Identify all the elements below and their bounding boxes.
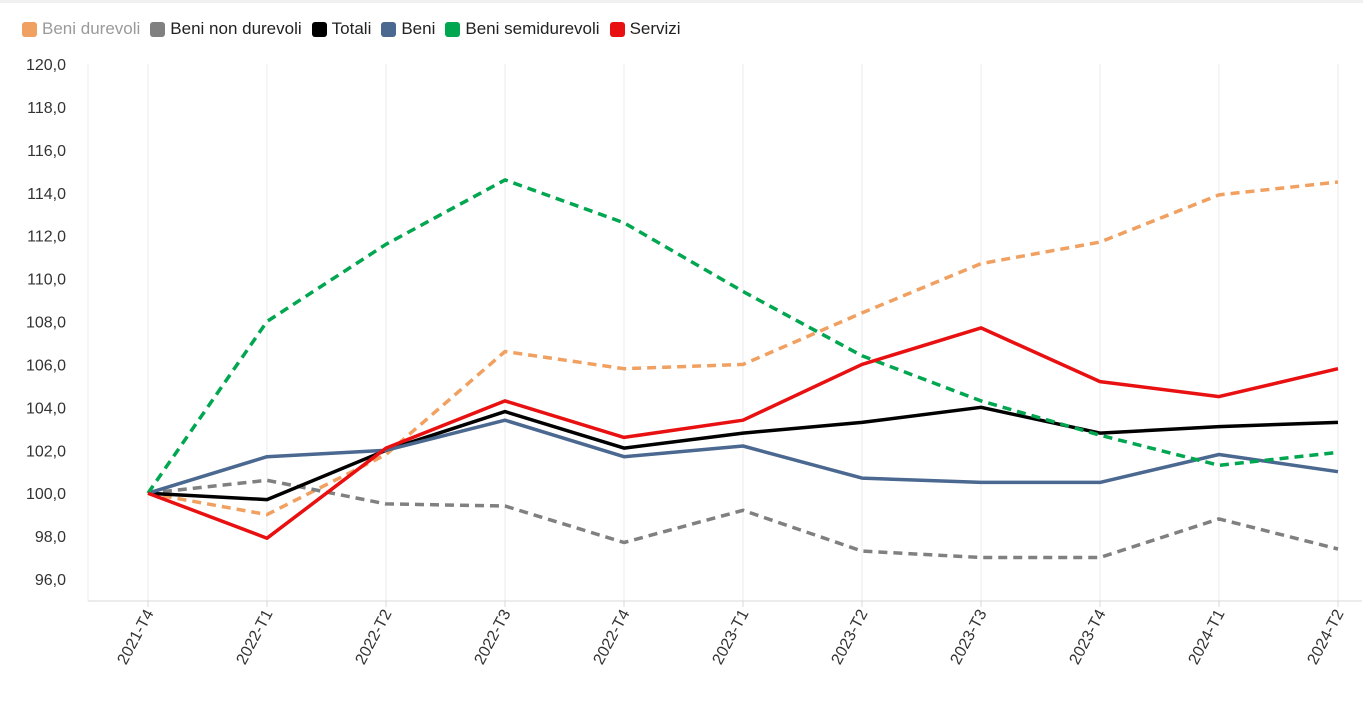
legend-item-beni-non-durevoli[interactable]: Beni non durevoli: [150, 19, 302, 39]
x-tick-label: 2023-T2: [829, 607, 872, 668]
legend-item-totali[interactable]: Totali: [311, 19, 372, 39]
x-axis: 2021-T4 2022-T1 2022-T2 2022-T3 2022-T4 2023-…: [115, 601, 1348, 667]
legend-item-servizi[interactable]: Servizi: [609, 19, 681, 39]
top-divider: [0, 0, 1363, 3]
x-tick-label: 2022-T1: [234, 607, 277, 668]
legend-item-beni[interactable]: Beni: [381, 19, 435, 39]
y-tick-label: 118,0: [27, 100, 66, 117]
y-axis: 96,0 98,0 100,0 102,0 104,0 106,0 108,0 110,0 11…: [26, 57, 66, 589]
legend-label: Beni non durevoli: [170, 19, 302, 38]
legend-label: Beni: [401, 19, 436, 38]
x-tick-label: 2021-T4: [115, 607, 158, 668]
y-tick-label: 116,0: [27, 143, 66, 160]
legend-label: Beni durevoli: [42, 19, 141, 38]
x-tick-label: 2024-T2: [1305, 607, 1348, 668]
x-tick-label: 2022-T3: [472, 607, 515, 668]
series-line-beni-semidurevoli[interactable]: [146, 178, 1339, 495]
series-line-beni[interactable]: [147, 418, 1339, 495]
legend-swatch: [22, 21, 37, 37]
series-line-beni-non-durevoli[interactable]: [147, 478, 1339, 560]
y-tick-label: 112,0: [27, 229, 66, 246]
x-tick-label: 2022-T2: [353, 607, 396, 668]
x-tick-label: 2023-T4: [1067, 607, 1110, 668]
legend-swatch: [311, 21, 327, 37]
y-tick-label: 106,0: [26, 357, 66, 374]
legend-swatch: [381, 21, 397, 37]
series-line-totali[interactable]: [147, 405, 1339, 502]
series-line-beni-durevoli[interactable]: [147, 180, 1339, 517]
y-tick-label: 98,0: [35, 529, 66, 546]
chart-legend: Beni durevoli Beni non durevoli Totali Beni…: [22, 19, 691, 39]
legend-swatch: [150, 21, 166, 37]
y-tick-label: 104,0: [26, 400, 66, 417]
series-line-servizi[interactable]: [147, 326, 1339, 540]
legend-label: Beni semidurevoli: [465, 19, 600, 38]
gridlines: [87, 64, 1339, 601]
x-tick-label: 2023-T1: [710, 607, 753, 668]
legend-swatch: [609, 21, 625, 37]
legend-item-beni-durevoli[interactable]: Beni durevoli: [22, 19, 140, 39]
y-tick-label: 102,0: [26, 443, 66, 460]
legend-item-beni-semidurevoli[interactable]: Beni semidurevoli: [445, 19, 600, 39]
legend-swatch: [445, 21, 461, 37]
legend-label: Servizi: [629, 19, 681, 38]
x-tick-label: 2024-T1: [1186, 607, 1229, 668]
y-tick-label: 108,0: [26, 315, 66, 332]
series-lines: [146, 178, 1339, 560]
y-tick-label: 96,0: [35, 572, 66, 589]
y-tick-label: 114,0: [27, 186, 66, 203]
y-tick-label: 110,0: [27, 272, 66, 289]
legend-label: Totali: [331, 19, 372, 38]
x-tick-label: 2023-T3: [948, 607, 991, 668]
x-tick-label: 2022-T4: [591, 607, 634, 668]
y-tick-label: 120,0: [26, 57, 66, 74]
y-tick-label: 100,0: [26, 486, 66, 503]
